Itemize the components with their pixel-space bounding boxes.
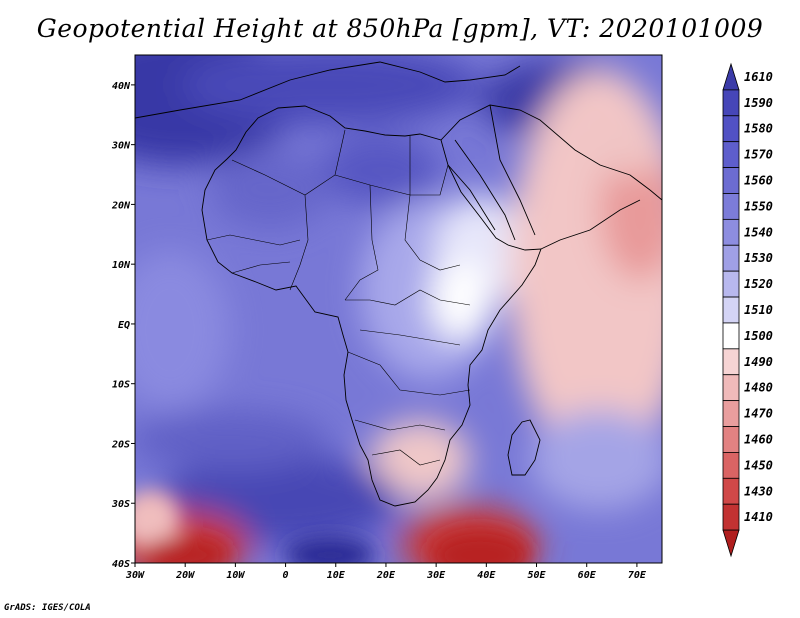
colorbar-swatch — [722, 115, 740, 143]
colorbar-label: 1520 — [744, 277, 773, 291]
lat-tick-label: 40N — [112, 81, 131, 92]
lon-tick-label: 10W — [226, 570, 245, 581]
lon-tick-label: 30E — [426, 570, 446, 581]
lat-tick-label: 30S — [111, 499, 130, 510]
colorbar-label: 1560 — [744, 174, 773, 188]
colorbar-swatch — [722, 244, 740, 272]
europe-coast — [135, 61, 521, 119]
lat-tick-label: 30N — [111, 141, 131, 152]
colorbar-label: 1550 — [744, 199, 773, 213]
colorbar-label: 1460 — [744, 432, 773, 446]
lat-tick-label: 10N — [112, 260, 131, 271]
lon-tick-label: 10E — [327, 570, 346, 581]
field-mediterranean — [180, 55, 480, 125]
africa-outline — [201, 105, 542, 507]
colorbar-swatch — [722, 141, 740, 168]
colorbar-swatch — [722, 270, 740, 298]
lon-tick-label: 40E — [477, 570, 496, 581]
red-sea — [447, 139, 516, 241]
colorbar-swatch — [722, 452, 740, 479]
colorbar-label: 1410 — [744, 510, 773, 524]
field-arabian-sea — [600, 140, 662, 280]
lat-tick-label: 10S — [112, 380, 130, 391]
lon-tick-label: 30W — [125, 570, 145, 581]
colorbar-swatch — [722, 322, 740, 350]
map-frame — [134, 54, 663, 564]
lon-tick-label: 0 — [283, 570, 289, 581]
colorbar-swatch — [722, 167, 740, 194]
field-southern-africa-low — [370, 420, 470, 500]
colorbar-swatch — [722, 374, 740, 402]
arabia-coast — [440, 104, 662, 250]
lon-tick-label: 20W — [175, 570, 195, 581]
height-field — [135, 55, 662, 563]
field-libya-egypt — [320, 135, 440, 205]
colorbar-swatch — [722, 193, 740, 220]
colorbar-label: 1580 — [744, 122, 773, 136]
map-ticks: 30W 20W 10W 0 10E 20E 30E 40E 50E 60E 70E 40S 30S 20S… — [111, 81, 647, 581]
colorbar-label: 1590 — [744, 96, 773, 110]
colorbar-swatch — [722, 62, 740, 91]
country-borders — [206, 129, 471, 466]
lon-tick-label: 20E — [376, 570, 396, 581]
field-persian-gulf — [590, 125, 662, 175]
colorbar-swatch — [722, 218, 740, 246]
lat-tick-label: 20S — [111, 439, 130, 450]
colorbar-label: 1540 — [744, 225, 773, 239]
colorbar-swatch — [722, 296, 740, 324]
colorbar-swatch — [722, 503, 740, 531]
colorbar-swatch — [722, 477, 740, 505]
chart-title: Geopotential Height at 850hPa [gpm], VT:… — [36, 14, 764, 43]
colorbar: 1610 1590 1580 1570 1560 1550 1540 1530 1520 1510… — [722, 62, 773, 558]
field-south-atlantic-ridge — [135, 410, 330, 470]
lat-tick-label: 20N — [111, 200, 131, 211]
colorbar-label: 1610 — [744, 70, 773, 84]
colorbar-swatch — [722, 348, 740, 376]
colorbar-swatch — [722, 89, 740, 117]
colorbar-label: 1430 — [744, 484, 773, 498]
colorbar-label: 1450 — [744, 458, 773, 472]
lon-tick-label: 60E — [578, 570, 597, 581]
colorbar-swatch — [722, 529, 740, 558]
lon-tick-label: 50E — [527, 570, 546, 581]
colorbar-label: 1530 — [744, 251, 773, 265]
colorbar-swatch — [722, 426, 740, 453]
colorbar-swatch — [722, 400, 740, 427]
field-sahara — [210, 150, 330, 230]
lat-tick-label: EQ — [118, 320, 130, 331]
colorbar-label: 1500 — [744, 329, 773, 343]
field-south-indian-ocean — [530, 410, 662, 510]
lat-tick-label: 40S — [112, 559, 130, 570]
colorbar-label: 1510 — [744, 303, 773, 317]
colorbar-label: 1480 — [744, 381, 773, 395]
colorbar-label: 1570 — [744, 148, 773, 162]
coastlines — [135, 61, 662, 507]
colorbar-label: 1490 — [744, 355, 773, 369]
field-kenya — [430, 260, 490, 340]
field-gulf-of-guinea — [135, 250, 230, 410]
lon-tick-label: 70E — [628, 570, 647, 581]
madagascar — [507, 419, 541, 476]
colorbar-label: 1470 — [744, 407, 773, 421]
credit-text: GrADS: IGES/COLA — [4, 603, 91, 613]
